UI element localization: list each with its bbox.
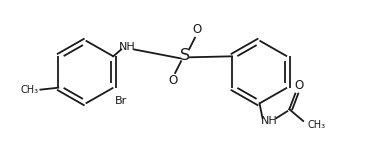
Text: CH₃: CH₃: [20, 85, 38, 95]
Text: O: O: [192, 23, 202, 36]
Text: NH: NH: [119, 41, 135, 52]
Text: NH: NH: [261, 116, 278, 126]
Text: O: O: [168, 74, 178, 87]
Text: Br: Br: [115, 95, 128, 106]
Text: S: S: [180, 48, 190, 63]
Text: O: O: [294, 79, 304, 92]
Text: CH₃: CH₃: [307, 120, 325, 130]
